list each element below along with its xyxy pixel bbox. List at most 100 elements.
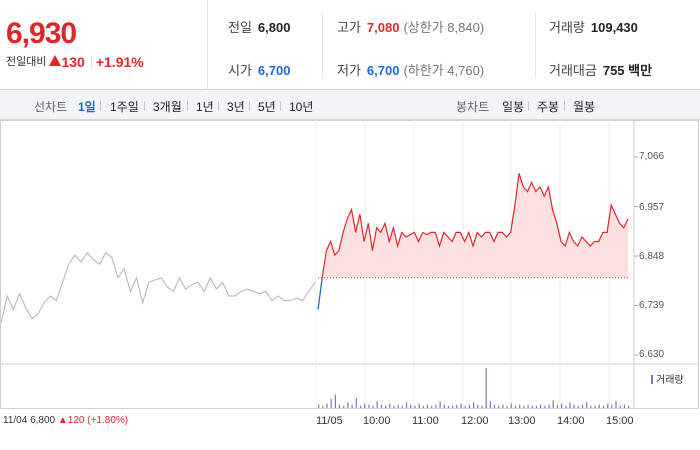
stat-turnover: 거래대금 755 백만 xyxy=(549,60,652,79)
change-row: 전일대비 130 +1.91% xyxy=(6,53,144,70)
x-label-prev-date: 11/04 xyxy=(3,415,28,426)
volume-legend-label: 거래량 xyxy=(656,375,684,386)
stat-high: 고가 7,080 (상한가 8,840) xyxy=(337,17,484,36)
volume-bar xyxy=(615,401,617,408)
stat-value: 7,080 xyxy=(366,20,400,35)
period-5y-button[interactable]: 5년 xyxy=(258,100,276,114)
volume-bar xyxy=(443,404,445,408)
volume-bar xyxy=(523,405,525,408)
volume-bar xyxy=(598,404,600,408)
x-label-time: 10:00 xyxy=(363,415,391,427)
x-label-time: 13:00 xyxy=(508,415,536,427)
volume-bar xyxy=(556,404,558,408)
x-label-time: 14:00 xyxy=(557,415,585,427)
quote-header: 6,930 전일대비 130 +1.91% 전일 6,800 고가 7,080 (상한가 … xyxy=(0,0,700,90)
current-price: 6,930 xyxy=(6,17,77,50)
volume-bar xyxy=(431,405,433,408)
volume-bar xyxy=(544,405,546,408)
y-tick-label: 6,848 xyxy=(639,251,665,262)
stat-label: 거래대금 xyxy=(549,63,597,78)
volume-bar xyxy=(531,405,533,408)
volume-bar xyxy=(577,405,579,408)
volume-bar xyxy=(485,368,487,408)
stat-value: 109,430 xyxy=(590,20,638,35)
divider xyxy=(249,101,250,111)
daily-candle-button[interactable]: 일봉 xyxy=(502,100,525,114)
volume-bar xyxy=(561,403,563,408)
volume-bar xyxy=(510,403,512,408)
volume-bar xyxy=(426,404,429,408)
volume-bar xyxy=(418,403,420,408)
volume-bar xyxy=(540,404,542,408)
change-label: 전일대비 xyxy=(6,56,47,68)
chart-frame xyxy=(0,120,699,409)
up-triangle-icon xyxy=(49,55,62,66)
y-tick-label: 6,739 xyxy=(639,300,665,311)
volume-bar xyxy=(414,405,416,408)
volume-bar xyxy=(607,403,609,408)
volume-bar xyxy=(569,402,571,408)
volume-bar xyxy=(380,404,382,408)
volume-bar xyxy=(611,404,613,408)
lower-limit: (하한가 4,760) xyxy=(403,63,485,78)
y-tick-label: 6,957 xyxy=(639,202,665,213)
stat-volume: 거래량 109,430 xyxy=(549,17,638,36)
volume-bar xyxy=(619,405,621,408)
volume-bar xyxy=(535,405,537,408)
period-10y-button[interactable]: 10년 xyxy=(289,100,314,114)
volume-bar xyxy=(602,405,605,408)
volume-bar xyxy=(581,404,584,408)
period-1y-button[interactable]: 1년 xyxy=(196,100,214,114)
period-3y-button[interactable]: 3년 xyxy=(227,100,245,114)
volume-bar xyxy=(435,404,437,408)
volume-bar xyxy=(318,404,320,408)
volume-bar xyxy=(338,404,341,408)
prev-day-change: ▲120 (+1.80%) xyxy=(57,415,129,426)
chart-canvas xyxy=(0,120,699,409)
weekly-candle-button[interactable]: 주봉 xyxy=(537,100,560,114)
y-tick-label: 7,066 xyxy=(639,151,665,162)
volume-bar xyxy=(372,405,374,408)
period-1w-button[interactable]: 1주일 xyxy=(110,100,139,114)
volume-bar xyxy=(359,405,362,408)
stat-label: 시가 xyxy=(228,63,252,78)
x-label-date: 11/05 xyxy=(316,415,343,427)
volume-bar xyxy=(565,405,567,408)
volume-bar xyxy=(368,404,370,408)
period-1d-button[interactable]: 1일 xyxy=(78,100,96,114)
volume-bar xyxy=(586,402,588,408)
divider xyxy=(322,12,323,78)
stat-label: 저가 xyxy=(337,63,361,78)
stat-label: 고가 xyxy=(337,20,361,35)
volume-bar xyxy=(334,394,336,408)
volume-bar xyxy=(410,404,412,408)
volume-bar xyxy=(343,405,345,408)
volume-bar xyxy=(498,405,500,408)
volume-bar xyxy=(481,405,483,408)
volume-bar xyxy=(594,405,596,408)
prev-day-line xyxy=(0,251,316,324)
volume-legend: 거래량 xyxy=(651,371,684,386)
monthly-candle-button[interactable]: 월봉 xyxy=(573,100,596,114)
volume-bar xyxy=(506,405,508,408)
volume-swatch xyxy=(651,375,653,384)
volume-bar xyxy=(473,402,475,408)
period-3m-button[interactable]: 3개월 xyxy=(153,100,182,114)
divider xyxy=(90,56,92,68)
upper-limit: (상한가 8,840) xyxy=(403,20,485,35)
volume-bar xyxy=(447,405,450,408)
x-label-time: 15:00 xyxy=(606,415,634,427)
stat-value: 6,700 xyxy=(257,63,291,78)
volume-bar xyxy=(514,405,517,408)
chart-toolbar: 선차트 1일 1주일 3개월 1년 3년 5년 10년 봉차트 일봉 주봉 월봉 xyxy=(0,90,700,120)
divider xyxy=(218,101,219,111)
volume-bar xyxy=(519,404,521,408)
volume-bar xyxy=(477,404,479,408)
opening-dip-line xyxy=(317,277,323,310)
volume-bar xyxy=(406,402,408,408)
prev-day-info: 11/04 6,800 ▲120 (+1.80%) xyxy=(3,415,128,426)
divider xyxy=(100,101,101,111)
volume-bar xyxy=(493,404,496,408)
volume-bar xyxy=(552,400,554,408)
